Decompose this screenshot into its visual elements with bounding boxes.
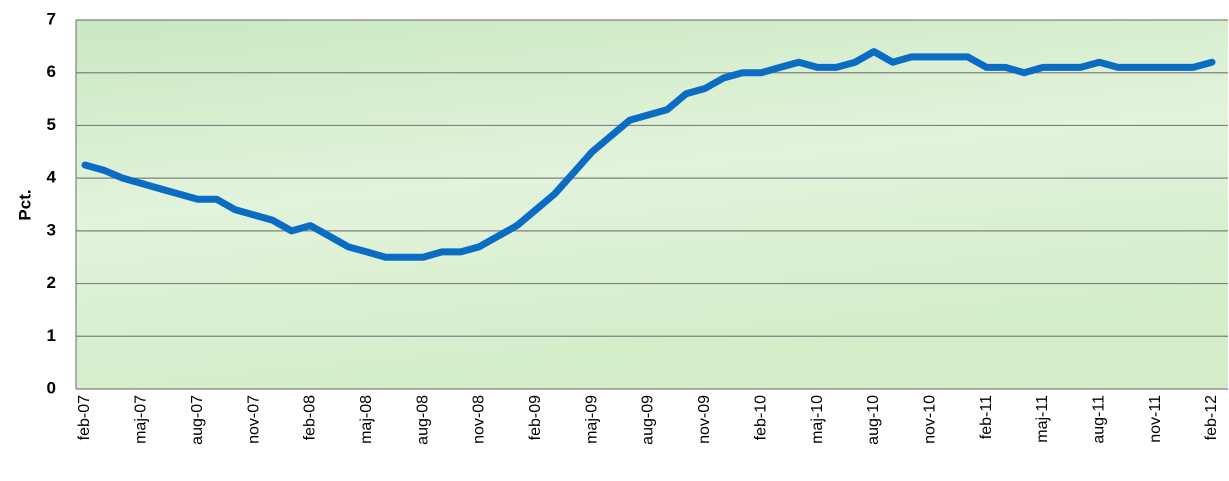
- x-tick-label: maj-09: [583, 395, 600, 444]
- x-tick-label: nov-07: [245, 395, 262, 444]
- x-tick-label: nov-08: [471, 395, 488, 444]
- y-tick-label: 1: [47, 326, 56, 345]
- x-tick-label: feb-11: [978, 395, 995, 439]
- x-tick-label: feb-07: [76, 395, 93, 440]
- y-axis-label: Pct.: [15, 189, 34, 220]
- x-tick-label: feb-09: [527, 395, 544, 440]
- y-tick-label: 3: [47, 220, 56, 239]
- data-line: [81, 48, 1216, 261]
- y-tick-label: 0: [47, 378, 56, 397]
- x-tick-label: nov-10: [921, 395, 938, 444]
- plot-background: [76, 20, 1228, 389]
- y-tick-label: 4: [47, 168, 57, 187]
- x-tick-label: feb-08: [302, 395, 319, 440]
- x-tick-label: aug-09: [640, 395, 657, 445]
- x-tick-label: nov-11: [1147, 395, 1164, 443]
- x-tick-label: maj-07: [133, 395, 150, 444]
- x-tick-label: nov-09: [696, 395, 713, 444]
- x-tick-label: feb-10: [752, 395, 769, 440]
- x-tick-label: aug-08: [414, 395, 431, 445]
- x-tick-label: aug-07: [189, 395, 206, 445]
- x-tick-label: maj-10: [809, 395, 826, 444]
- y-tick-label: 6: [47, 62, 56, 81]
- x-tick-label: maj-11: [1034, 395, 1051, 443]
- x-tick-label: feb-12: [1203, 395, 1220, 440]
- x-tick-label: maj-08: [358, 395, 375, 444]
- y-tick-label: 2: [47, 273, 56, 292]
- x-tick-label: aug-11: [1091, 395, 1108, 444]
- x-tick-label: aug-10: [865, 395, 882, 445]
- y-tick-label: 5: [47, 115, 56, 134]
- y-tick-label: 7: [47, 9, 56, 28]
